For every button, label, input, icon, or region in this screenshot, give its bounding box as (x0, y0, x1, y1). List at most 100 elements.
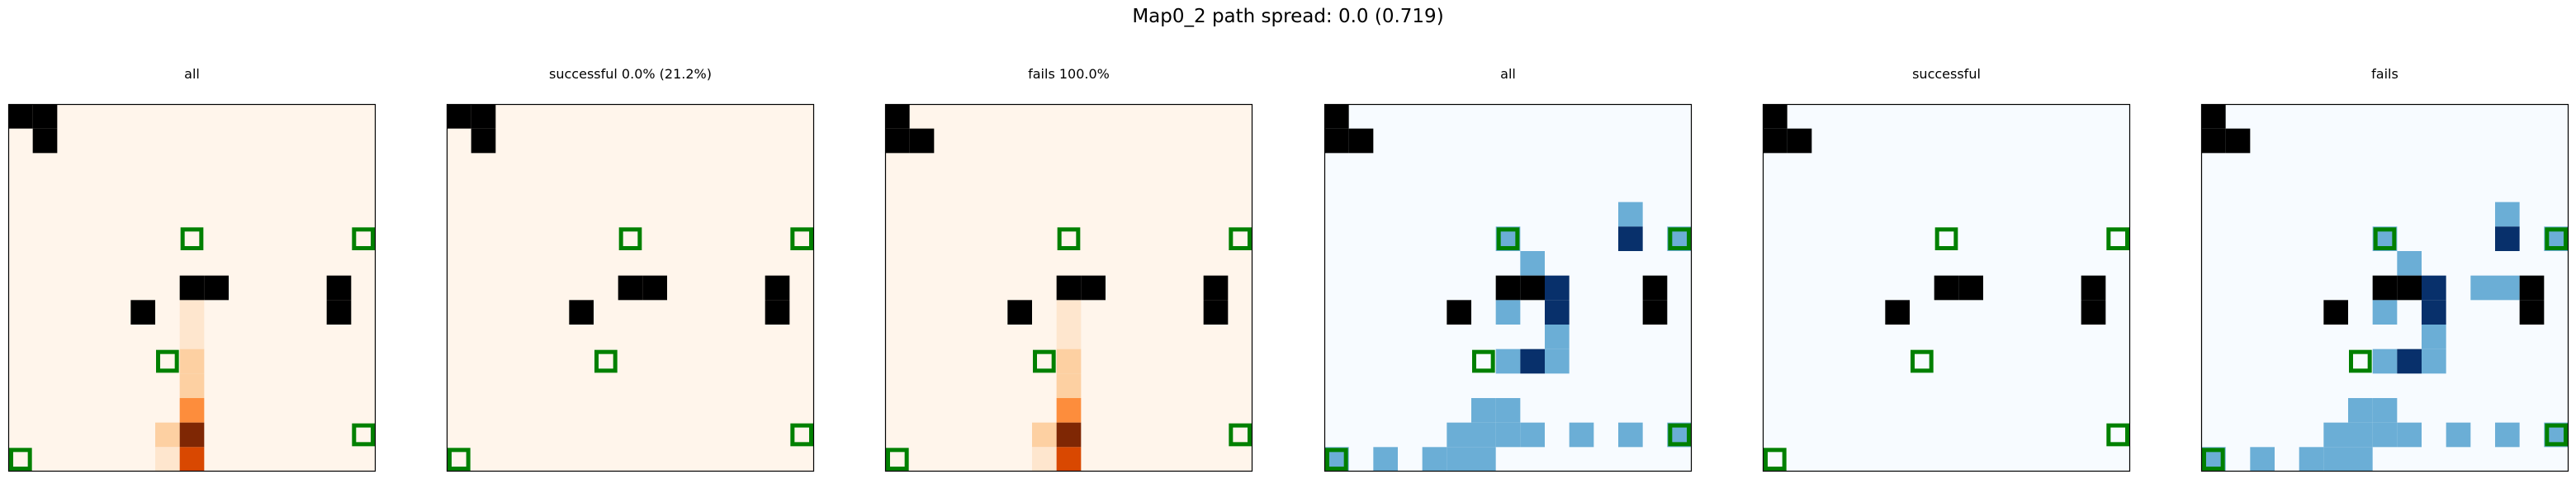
visit-cell (2422, 300, 2446, 325)
visit-cell (179, 422, 205, 448)
wall-cell (1324, 104, 1349, 129)
target-marker (1057, 227, 1081, 250)
target-marker (594, 349, 618, 373)
wall-cell (2372, 275, 2398, 301)
wall-cell (1763, 128, 1788, 154)
target-marker (156, 349, 179, 373)
wall-cell (1447, 300, 1471, 325)
target-marker (2106, 423, 2130, 447)
target-marker (2545, 227, 2569, 250)
visit-cell (1569, 422, 1594, 448)
visit-cell (1422, 447, 1447, 472)
wall-cell (471, 104, 496, 129)
visit-cell (2372, 349, 2398, 374)
visit-cell (179, 398, 205, 423)
visit-cell (2397, 422, 2422, 448)
visit-cell (179, 373, 205, 398)
wall-cell (179, 275, 205, 301)
wall-cell (1056, 275, 1082, 301)
visit-cell (2422, 325, 2446, 349)
visit-cell (179, 349, 205, 374)
wall-cell (885, 128, 910, 154)
visit-cell (2495, 275, 2520, 301)
target-marker (790, 227, 814, 250)
visit-cell (2250, 447, 2275, 472)
visit-cell (1520, 422, 1545, 448)
target-marker (886, 448, 909, 472)
visit-cell (2348, 422, 2373, 448)
visit-cell (2446, 422, 2471, 448)
wall-cell (326, 275, 352, 301)
wall-cell (1324, 128, 1349, 154)
wall-cell (1203, 275, 1229, 301)
panel-oranges-successful: successful 0.0% (21.2%) (446, 0, 815, 479)
target-marker (180, 227, 204, 250)
panel-title: all (184, 66, 200, 82)
visit-cell (2372, 300, 2398, 325)
target-marker (1911, 349, 1934, 373)
panel-title: fails (2371, 66, 2398, 82)
visit-cell (1618, 226, 1643, 251)
visit-cell (2299, 447, 2324, 472)
target-marker (352, 227, 376, 250)
target-marker (2349, 349, 2372, 373)
visit-cell (1545, 300, 1570, 325)
wall-cell (8, 104, 33, 129)
panel-blues-fails: fails (2200, 0, 2569, 479)
visit-cell (1056, 349, 1082, 374)
panel-title: successful (1912, 66, 1981, 82)
axes-frame (1324, 103, 1693, 472)
panel-oranges-fails: fails 100.0% (884, 0, 1253, 479)
wall-cell (32, 104, 58, 129)
visit-cell (1032, 422, 1057, 448)
visit-cell (1495, 422, 1521, 448)
wall-cell (2397, 275, 2422, 301)
visit-cell (2422, 275, 2446, 301)
visit-cell (179, 300, 205, 325)
wall-cell (2323, 300, 2348, 325)
target-marker (9, 448, 32, 472)
visit-cell (1495, 300, 1521, 325)
target-marker (1496, 227, 1520, 250)
visit-cell (1471, 447, 1496, 472)
visit-cell (179, 447, 205, 472)
wall-cell (1763, 104, 1788, 129)
visit-cell (2470, 275, 2495, 301)
wall-cell (618, 275, 643, 301)
visit-cell (2348, 398, 2373, 423)
wall-cell (909, 128, 935, 154)
wall-cell (1958, 275, 1983, 301)
visit-cell (1618, 422, 1643, 448)
panel-title: all (1500, 66, 1516, 82)
heatmap-grid (884, 103, 1253, 472)
wall-cell (32, 128, 58, 154)
target-marker (1325, 448, 1348, 472)
visit-cell (1056, 447, 1082, 472)
axes-frame (7, 103, 376, 472)
visit-cell (1520, 349, 1545, 374)
visit-cell (1447, 422, 1471, 448)
target-marker (352, 423, 376, 447)
heatmap-grid (1762, 103, 2131, 472)
heatmap-grid (1324, 103, 1693, 472)
wall-cell (765, 275, 790, 301)
wall-cell (130, 300, 155, 325)
wall-cell (1081, 275, 1106, 301)
target-marker (618, 227, 642, 250)
visit-cell (1447, 447, 1471, 472)
visit-cell (1032, 447, 1057, 472)
wall-cell (471, 128, 496, 154)
visit-cell (1545, 275, 1570, 301)
wall-cell (1495, 275, 1521, 301)
visit-cell (2397, 349, 2422, 374)
axes-frame (446, 103, 815, 472)
wall-cell (1203, 300, 1229, 325)
visit-cell (1056, 373, 1082, 398)
visit-cell (1471, 422, 1496, 448)
wall-cell (2519, 300, 2545, 325)
axes-frame (884, 103, 1253, 472)
panel-blues-all: all (1324, 0, 1693, 479)
target-marker (1668, 423, 1692, 447)
target-marker (1934, 227, 1958, 250)
visit-cell (2397, 251, 2422, 276)
